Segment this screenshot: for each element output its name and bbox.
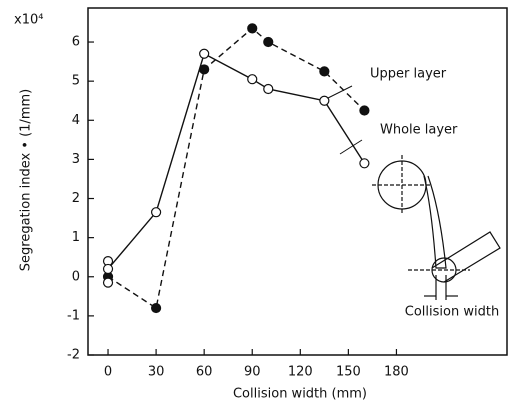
y-tick-label: 4 bbox=[72, 113, 80, 128]
inset-diagram bbox=[372, 155, 501, 300]
y-tick-label: 3 bbox=[72, 152, 80, 167]
x-tick-label: 120 bbox=[288, 365, 313, 380]
y-tick-label: 0 bbox=[72, 269, 80, 284]
plot-frame bbox=[87, 7, 508, 356]
y-tick-label: 2 bbox=[72, 191, 80, 206]
series-annotation: Upper layer bbox=[370, 67, 447, 82]
axis-multiplier: x10⁴ bbox=[14, 13, 43, 28]
data-point bbox=[359, 158, 370, 169]
annotation-leader bbox=[339, 139, 363, 155]
data-point bbox=[359, 105, 370, 116]
data-point bbox=[247, 74, 258, 85]
x-tick-label: 150 bbox=[336, 365, 361, 380]
data-point bbox=[199, 64, 210, 75]
inset-label: Collision width bbox=[405, 305, 499, 320]
x-tick-label: 180 bbox=[384, 365, 409, 380]
x-axis-label: Collision width (mm) bbox=[233, 387, 367, 402]
data-point bbox=[263, 83, 274, 95]
data-point bbox=[102, 277, 114, 288]
x-tick-label: 0 bbox=[104, 365, 112, 380]
data-point bbox=[263, 36, 274, 48]
data-point bbox=[150, 207, 162, 218]
data-point bbox=[319, 66, 330, 77]
y-tick-label: 5 bbox=[72, 74, 80, 89]
series-line bbox=[107, 52, 365, 283]
annotation-leader bbox=[327, 85, 353, 99]
data-point bbox=[247, 23, 258, 34]
data-point bbox=[199, 48, 210, 59]
x-tick-label: 90 bbox=[244, 365, 261, 380]
x-tick-label: 60 bbox=[196, 365, 213, 380]
x-tick-label: 30 bbox=[148, 365, 165, 380]
y-tick-label: -2 bbox=[67, 348, 80, 363]
y-tick-label: -1 bbox=[67, 308, 80, 323]
y-tick-label: 6 bbox=[72, 35, 80, 50]
data-point bbox=[319, 95, 330, 106]
y-axis-label: Segregation index • (1/mm) bbox=[19, 89, 34, 271]
y-tick-label: 1 bbox=[72, 230, 80, 245]
data-point bbox=[150, 302, 162, 314]
data-point bbox=[102, 263, 114, 275]
series-annotation: Whole layer bbox=[380, 123, 458, 138]
